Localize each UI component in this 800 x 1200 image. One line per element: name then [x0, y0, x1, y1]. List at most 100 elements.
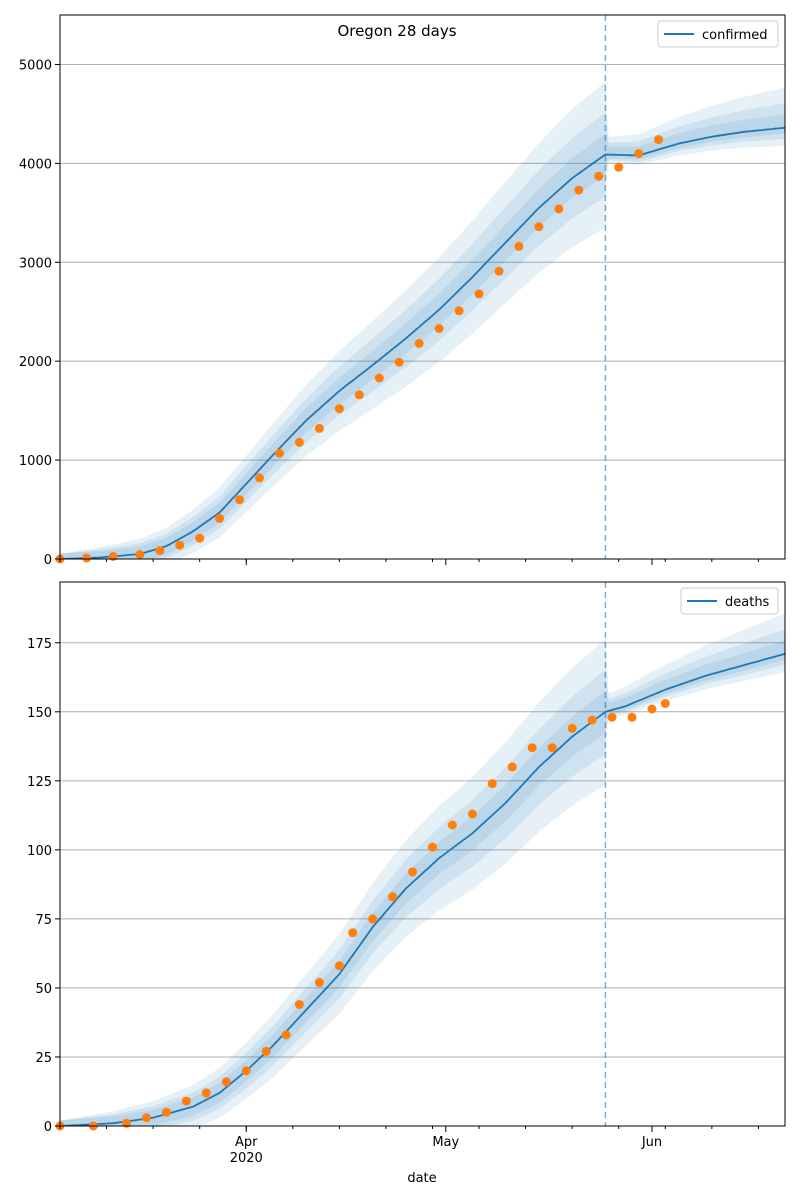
top-observed-point — [594, 171, 604, 181]
top-observed-point — [434, 324, 444, 333]
top-observed-point — [108, 552, 118, 561]
top-observed-point — [235, 495, 245, 505]
bot-y-tick-label: 75 — [35, 913, 52, 928]
confirmed-axes-frame — [59, 14, 786, 560]
bot-observed-point — [527, 743, 537, 753]
bot-observed-point — [261, 1046, 271, 1056]
confirmed-y-axis: 0 1000 2000 3000 4000 5000 — [19, 58, 60, 568]
deaths-observed-points — [55, 699, 670, 1131]
top-observed-point — [155, 546, 165, 556]
bot-observed-point — [161, 1107, 171, 1117]
top-y-tick-label: 3000 — [19, 256, 52, 271]
bot-observed-point — [314, 977, 324, 987]
top-observed-point — [334, 404, 344, 414]
top-observed-point — [534, 222, 544, 232]
top-observed-point — [634, 149, 644, 158]
confirmed-panel: 0 1000 2000 3000 4000 5000 Oregon 28 days con… — [19, 14, 786, 568]
bot-observed-point — [647, 704, 657, 714]
bot-observed-point — [334, 961, 344, 971]
bot-y-tick-label: 125 — [27, 775, 52, 790]
bot-observed-point — [181, 1096, 191, 1106]
bot-observed-point — [487, 779, 497, 789]
deaths-axes-frame — [59, 581, 786, 1127]
top-band-post-1 — [605, 103, 785, 174]
bot-observed-point — [142, 1113, 151, 1123]
bot-y-tick-label: 100 — [27, 844, 52, 859]
top-observed-point — [654, 135, 664, 145]
top-band-post-0 — [605, 81, 785, 188]
top-observed-point — [275, 448, 284, 458]
confirmed-model-lines — [60, 126, 785, 559]
top-y-tick-label: 2000 — [19, 355, 52, 370]
bot-observed-point — [408, 867, 417, 877]
x-tick-sublabel: 2020 — [230, 1151, 263, 1166]
bot-observed-point — [428, 842, 437, 852]
bot-observed-point — [348, 928, 358, 938]
top-observed-point — [414, 338, 424, 348]
bot-observed-point — [447, 820, 457, 830]
chart-title: Oregon 28 days — [337, 22, 456, 40]
confirmed-legend: confirmed — [657, 20, 779, 48]
deaths-model-lines — [60, 652, 785, 1126]
confirmed-observed-points — [55, 135, 664, 564]
top-observed-point — [454, 306, 464, 316]
bot-y-tick-label: 150 — [27, 706, 52, 721]
top-y-tick-label: 0 — [44, 553, 52, 568]
top-observed-point — [554, 204, 564, 214]
bot-y-tick-label: 25 — [35, 1051, 52, 1066]
bot-model-line — [60, 652, 785, 1126]
x-tick-label: May — [432, 1135, 459, 1150]
bot-y-tick-label: 175 — [27, 637, 52, 652]
bot-observed-point — [607, 712, 617, 722]
bot-observed-point — [368, 914, 378, 924]
top-observed-point — [82, 553, 92, 563]
deaths-legend: deaths — [680, 587, 779, 615]
confirmed-legend-label: confirmed — [702, 28, 768, 43]
deaths-legend-label: deaths — [725, 595, 770, 610]
top-observed-point — [494, 266, 504, 276]
bot-observed-point — [388, 892, 398, 902]
bot-observed-point — [467, 809, 477, 819]
bot-observed-point — [627, 712, 637, 722]
x-tick-label: Apr — [235, 1135, 258, 1150]
top-observed-point — [135, 550, 145, 559]
top-observed-point — [574, 185, 584, 195]
top-y-tick-label: 1000 — [19, 454, 52, 469]
top-observed-point — [354, 390, 364, 400]
top-observed-point — [474, 289, 484, 299]
bot-observed-point — [201, 1088, 211, 1098]
top-observed-point — [614, 162, 624, 172]
top-observed-point — [374, 373, 384, 383]
bot-y-tick-label: 0 — [44, 1120, 52, 1135]
deaths-y-axis: 0 25 50 75 100 125 150 175 — [27, 637, 60, 1135]
x-axis-label: date — [407, 1171, 436, 1186]
top-observed-point — [514, 241, 524, 251]
top-y-tick-label: 4000 — [19, 157, 52, 172]
confirmed-x-axis — [59, 559, 759, 565]
bot-observed-point — [281, 1030, 291, 1040]
bot-observed-point — [221, 1077, 231, 1087]
top-observed-point — [175, 540, 185, 550]
bot-observed-point — [294, 1000, 304, 1009]
bot-observed-point — [241, 1066, 251, 1076]
top-observed-point — [314, 423, 324, 433]
bot-observed-point — [567, 723, 577, 733]
bot-observed-point — [507, 762, 517, 772]
bot-observed-point — [587, 715, 597, 725]
bot-observed-point — [660, 699, 670, 708]
top-observed-point — [215, 513, 225, 523]
bot-y-tick-label: 50 — [35, 982, 52, 997]
top-model-line — [60, 126, 785, 559]
top-observed-point — [294, 437, 304, 447]
bot-band-post-2 — [605, 640, 785, 722]
bot-observed-point — [547, 743, 557, 753]
x-tick-label: Jun — [641, 1135, 662, 1150]
deaths-legend-box — [680, 587, 779, 615]
top-y-tick-label: 5000 — [19, 58, 52, 73]
top-observed-point — [255, 473, 264, 483]
top-observed-point — [394, 357, 404, 367]
